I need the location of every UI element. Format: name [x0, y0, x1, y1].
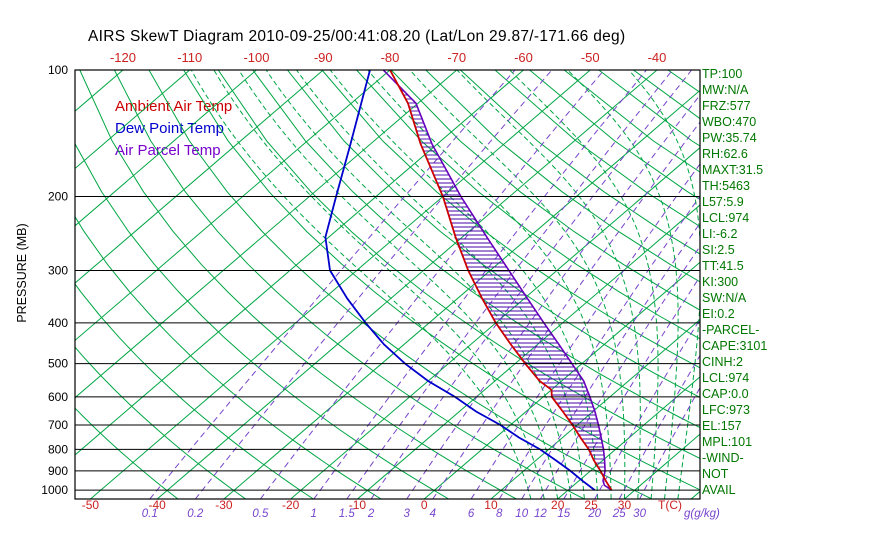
cape-hatch-area: [401, 90, 606, 476]
top-temp-tick-labels: -120 -110 -100 -90 -80 -70 -60 -50 -40: [110, 50, 666, 65]
top-temp-tick-label: -70: [447, 50, 466, 65]
pressure-tick-label: 300: [48, 263, 68, 277]
mixing-ratio-tick-label: 1: [311, 508, 317, 520]
stat-line: MW:N/A: [702, 83, 749, 97]
pressure-tick-label: 200: [48, 189, 68, 203]
mixing-ratio-tick-label: 20: [587, 508, 601, 520]
mixing-ratio-tick-label: 4: [430, 508, 436, 520]
stat-line: KI:300: [702, 275, 739, 289]
legend-air-parcel-temp: Air Parcel Temp: [115, 142, 221, 159]
top-temp-tick-label: -50: [581, 50, 600, 65]
isotherm-lines: [75, 70, 700, 499]
stat-line: LFC:973: [702, 403, 750, 417]
stat-line: TP:100: [702, 67, 743, 81]
mixing-ratio-tick-label: 0.2: [187, 508, 204, 520]
mixing-ratio-tick-label: 8: [496, 508, 503, 520]
mixing-unit-label: g(g/kg): [684, 508, 720, 520]
top-temp-tick-label: -40: [648, 50, 667, 65]
legend-ambient-air-temp: Ambient Air Temp: [115, 98, 233, 115]
pressure-tick-label: 100: [48, 63, 68, 77]
stat-line: NOT: [702, 467, 729, 481]
grid-lines: [75, 70, 700, 499]
mixing-ratio-tick-label: 1.5: [339, 508, 356, 520]
stat-line: CAPE:3101: [702, 339, 768, 353]
mixing-ratio-lines: [149, 70, 700, 499]
mixing-ratio-tick-labels: 0.1 0.2 0.5 1 1.5 2 3 4 6 8 10 12 15 20 25 30 g(g/kg): [142, 508, 720, 520]
top-temp-tick-label: -80: [381, 50, 400, 65]
dry-adiabat-lines: [75, 70, 700, 499]
pressure-tick-label: 600: [48, 390, 68, 404]
stat-line: SW:N/A: [702, 291, 747, 305]
bottom-temp-tick-label: 25: [584, 498, 598, 512]
top-temp-tick-label: -120: [110, 50, 136, 65]
bottom-temp-tick-label: 20: [551, 498, 565, 512]
bottom-temp-tick-label: -30: [215, 498, 233, 512]
mixing-ratio-tick-label: 6: [468, 508, 475, 520]
mixing-ratio-tick-label: 10: [515, 508, 528, 520]
bottom-temp-tick-label: -10: [349, 498, 367, 512]
bottom-temp-tick-label: 30: [618, 498, 632, 512]
top-temp-tick-label: -60: [514, 50, 533, 65]
ambient-air-temp-curve: [389, 70, 613, 491]
pressure-tick-label: 700: [48, 418, 68, 432]
dew-point-temp-curve: [324, 70, 596, 491]
stat-line: EL:157: [702, 419, 742, 433]
bottom-temp-tick-label: -50: [82, 498, 100, 512]
bottom-temp-tick-label: -40: [149, 498, 167, 512]
mixing-ratio-tick-label: 0.5: [252, 508, 269, 520]
stat-line: L57:5.9: [702, 195, 744, 209]
pressure-tick-label: 500: [48, 357, 68, 371]
temp-unit-label: T(C): [658, 498, 682, 512]
stat-line: MPL:101: [702, 435, 753, 449]
stat-line: LI:-6.2: [702, 227, 738, 241]
pressure-tick-label: 1000: [41, 483, 68, 497]
top-temp-tick-label: -110: [177, 50, 202, 65]
stat-line: CINH:2: [702, 355, 743, 369]
chart-title: AIRS SkewT Diagram 2010-09-25/00:41:08.2…: [88, 28, 626, 45]
stat-line: MAXT:31.5: [702, 163, 764, 177]
stat-line: TT:41.5: [702, 259, 744, 273]
stat-line: SI:2.5: [702, 243, 735, 257]
legend: Ambient Air Temp Dew Point Temp Air Parc…: [115, 96, 232, 162]
mixing-ratio-tick-label: 0.1: [142, 508, 158, 520]
stat-line: LCL:974: [702, 211, 750, 225]
bottom-temp-tick-label: 0: [421, 498, 428, 512]
plot-border: [74, 69, 701, 500]
stat-line: WBO:470: [702, 115, 757, 129]
mixing-ratio-tick-label: 30: [633, 508, 646, 520]
air-parcel-temp-curve: [382, 70, 612, 491]
stat-line: LCL:974: [702, 371, 750, 385]
mixing-ratio-tick-label: 3: [403, 508, 410, 520]
pressure-tick-labels: 100 200 300 400 500 600 700 800 900 1000: [41, 63, 68, 497]
top-temp-tick-label: -90: [314, 50, 333, 65]
mixing-ratio-tick-label: 15: [557, 508, 570, 520]
mixing-ratio-tick-label: 12: [534, 508, 547, 520]
bottom-temp-tick-labels: -50 -40 -30 -20 -10 0 10 20 25 30 T(C): [82, 498, 682, 512]
bottom-temp-tick-label: 10: [484, 498, 498, 512]
stat-line: TH:5463: [702, 179, 750, 193]
stat-line: PW:35.74: [702, 131, 757, 145]
moist-adiabat-lines: [190, 70, 700, 499]
mixing-ratio-tick-label: 25: [612, 508, 626, 520]
bottom-temp-tick-label: -20: [282, 498, 300, 512]
top-temp-tick-label: -100: [243, 50, 269, 65]
stat-line: AVAIL: [702, 483, 736, 497]
stats-panel: TP:100 MW:N/A FRZ:577 WBO:470 PW:35.74 RH:62.…: [702, 66, 867, 498]
stat-line: RH:62.6: [702, 147, 748, 161]
pressure-tick-label: 900: [48, 464, 68, 478]
stat-line: FRZ:577: [702, 99, 751, 113]
pressure-tick-label: 400: [48, 316, 68, 330]
stat-line: CAP:0.0: [702, 387, 749, 401]
stat-line: -PARCEL-: [702, 323, 760, 337]
stat-line: -WIND-: [702, 451, 744, 465]
mixing-ratio-tick-label: 2: [367, 508, 375, 520]
pressure-tick-label: 800: [48, 442, 68, 456]
stat-line: EI:0.2: [702, 307, 735, 321]
